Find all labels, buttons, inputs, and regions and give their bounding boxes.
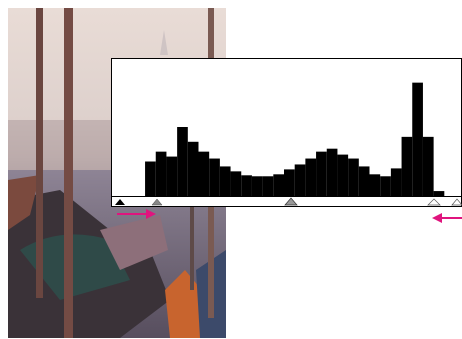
histogram-bar (187, 141, 199, 196)
input-slider[interactable] (427, 198, 441, 206)
histogram-bar (273, 174, 284, 196)
histogram-bar (433, 191, 445, 196)
histogram-bar (262, 176, 274, 196)
histogram-bar (337, 154, 349, 196)
histogram-bar (166, 156, 178, 196)
histogram-bar (241, 175, 252, 196)
histogram-bar (380, 176, 391, 196)
histogram-bar (305, 158, 317, 196)
histogram-bar (230, 171, 242, 196)
histogram-bar (422, 136, 434, 196)
gamma-slider[interactable] (284, 197, 298, 206)
histogram-bar (155, 151, 167, 196)
white-point-slider[interactable] (451, 198, 462, 206)
histogram-bar (145, 161, 156, 196)
histogram-panel (111, 58, 462, 207)
histogram-bar (401, 136, 413, 196)
histogram-bar (358, 166, 370, 196)
histogram-bar (316, 151, 327, 196)
histogram (145, 82, 445, 196)
histogram-bar (412, 82, 423, 196)
histogram-bar (219, 166, 231, 196)
histogram-bar (177, 127, 188, 196)
histogram-bar (294, 164, 306, 196)
histogram-bar (284, 169, 295, 196)
black-point-slider[interactable] (115, 199, 125, 205)
arrows (117, 209, 462, 223)
histogram-bar (348, 158, 359, 196)
histogram-bar (198, 151, 210, 196)
histogram-bar (326, 148, 338, 196)
histogram-bar (251, 176, 263, 196)
histogram-bar (390, 168, 402, 196)
histogram-bar (369, 174, 381, 196)
histogram-bar (209, 158, 220, 196)
input-slider[interactable] (151, 198, 163, 206)
